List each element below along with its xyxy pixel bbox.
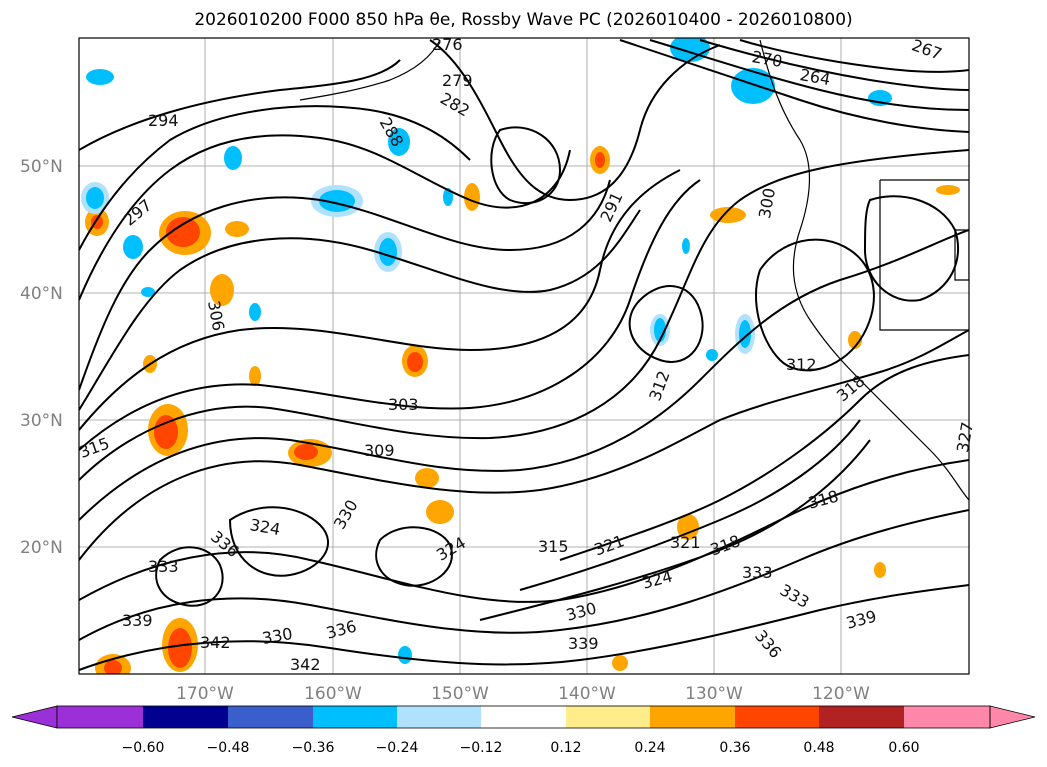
colorbar-segment [313,706,397,728]
colorbar-tick: −0.36 [292,740,335,756]
contour-label: 279 [442,71,473,90]
colorbar-extend-low [11,705,58,729]
colorbar-extend-high [989,705,1036,729]
contour-label: 309 [364,441,395,460]
lat-label-50n: 50°N [20,157,63,177]
colorbar-tick: 0.48 [803,740,834,756]
lon-label-120w: 120°W [812,684,870,704]
longitude-labels: 170°W 160°W 150°W 140°W 130°W 120°W [176,684,870,704]
colorbar-segment [397,706,481,728]
lon-label-130w: 130°W [685,684,743,704]
contour-label: 339 [568,634,599,653]
contour-label: 276 [432,35,463,54]
contour-label: 333 [148,557,179,576]
colorbar-tick: 0.60 [888,740,919,756]
plot-area [79,38,969,674]
contour-label: 342 [290,655,321,674]
contour-labels: 294 297 276 279 282 288 291 300 306 303 … [77,35,977,674]
colorbar-segment [650,706,735,728]
colorbar-segment [57,706,143,728]
contour-label: 315 [538,537,569,556]
lat-label-40n: 40°N [20,284,63,304]
map-title: 2026010200 F000 850 hPa θe, Rossby Wave … [194,10,853,30]
contour-label: 339 [122,611,153,630]
theta-e-contours [79,39,969,671]
colorbar-segment [819,706,904,728]
contour-label: 321 [670,533,701,552]
contour-label: 342 [200,633,231,652]
colorbar-segment [481,706,566,728]
latitude-labels: 50°N 40°N 30°N 20°N [20,157,63,558]
anomaly-shading [81,38,960,674]
colorbar-tick: −0.48 [207,740,250,756]
colorbar-segment [904,706,990,728]
contour-label: 294 [148,111,179,130]
colorbar: −0.60 −0.48 −0.36 −0.24 −0.12 0.12 0.24 … [11,705,1036,756]
lon-label-140w: 140°W [558,684,616,704]
contour-label: 312 [786,355,817,374]
colorbar-tick: −0.24 [376,740,419,756]
colorbar-segment [566,706,650,728]
colorbar-tick: 0.24 [634,740,665,756]
lon-label-160w: 160°W [304,684,362,704]
lat-label-20n: 20°N [20,538,63,558]
contour-label: 327 [953,421,977,454]
lon-label-170w: 170°W [176,684,234,704]
colorbar-tick: 0.12 [550,740,581,756]
contour-label: 333 [742,563,773,582]
coastline [299,39,969,501]
contour-label: 303 [388,395,419,414]
colorbar-tick: −0.60 [122,740,165,756]
colorbar-tick: −0.12 [460,740,503,756]
plot-frame [78,37,970,675]
colorbar-segment [735,706,819,728]
colorbar-tick: 0.36 [719,740,750,756]
lat-label-30n: 30°N [20,411,63,431]
colorbar-segment [228,706,313,728]
colorbar-segment [143,706,228,728]
lon-label-150w: 150°W [431,684,489,704]
